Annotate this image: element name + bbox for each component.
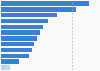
Bar [1, 19, 48, 23]
Bar [1, 42, 34, 46]
Bar [1, 1, 89, 6]
Bar [1, 54, 29, 58]
Bar [1, 48, 32, 52]
Bar [1, 13, 57, 17]
Bar [1, 36, 37, 41]
Bar [1, 30, 40, 35]
Bar [1, 59, 19, 64]
Bar [1, 65, 10, 70]
Bar [1, 7, 76, 12]
Bar [1, 25, 43, 29]
